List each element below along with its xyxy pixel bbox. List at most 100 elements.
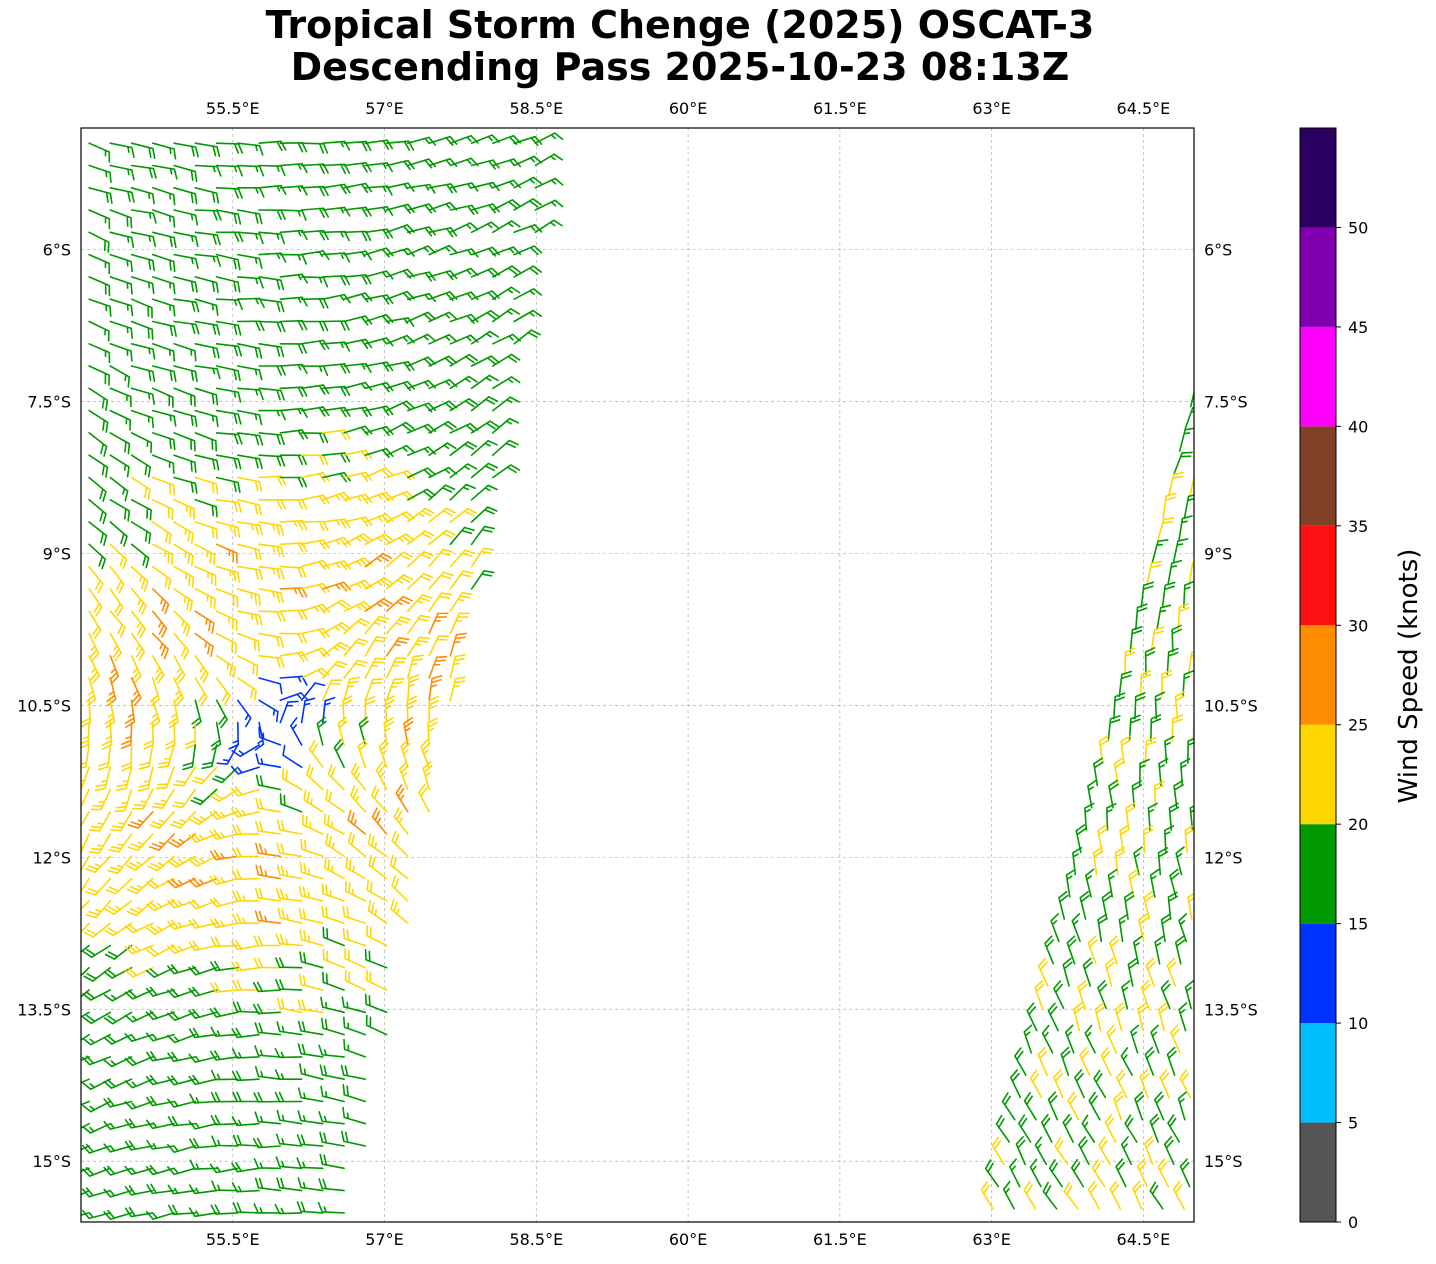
wind-barb-shape [513,224,543,234]
wind-barb [319,1153,345,1170]
wind-barb-shape [166,943,197,954]
wind-barb [231,1182,260,1193]
wind-barb [343,676,361,702]
wind-barb [132,788,154,810]
wind-barb-shape [344,948,367,969]
wind-barb-shape [124,966,154,978]
wind-barb-shape [1054,1136,1069,1166]
wind-barb [209,1163,239,1174]
wind-barb [470,484,498,501]
wind-barb [491,199,521,211]
wind-barb-shape [258,699,279,723]
wind-barb-shape [1018,1114,1032,1143]
wind-barb [343,638,369,657]
wind-barb-shape [194,276,219,294]
wind-barb [145,900,175,912]
wind-barb-shape [375,761,388,791]
wind-barb-shape [109,432,131,455]
wind-barb-shape [1079,1046,1091,1076]
wind-barb [124,699,136,729]
wind-barb [300,432,329,444]
wind-barb [364,678,384,702]
wind-barb-shape [173,409,198,428]
wind-barb-shape [188,940,218,952]
wind-barb [321,206,351,217]
wind-barb [252,981,282,993]
wind-barb [1166,1046,1177,1076]
wind-barb [1118,913,1129,943]
wind-barb [491,308,521,323]
wind-barb [88,387,109,411]
wind-barb-shape [470,525,495,546]
wind-barb-shape [1077,979,1088,1010]
wind-barb [215,521,241,538]
wind-barb-shape [327,764,345,791]
wind-barb-shape [1072,846,1083,876]
wind-barb-shape [173,342,197,362]
wind-barb-shape [232,869,260,881]
wind-barb-shape [152,409,177,427]
wind-barb [1134,1091,1145,1121]
wind-barb [406,695,418,724]
wind-barb [1156,517,1175,542]
wind-barb-shape [406,572,434,590]
colorbar-tick-label: 20 [1348,815,1368,834]
wind-barb-shape [428,695,440,724]
wind-barb [317,1201,345,1214]
wind-barb-shape [145,1119,175,1130]
wind-barb [173,365,198,382]
wind-barb-shape [215,432,243,445]
wind-barb [1084,1024,1096,1054]
wind-barb [189,1138,218,1149]
wind-barb [1050,913,1060,943]
wind-barb [340,1064,367,1080]
wind-barb-shape [1150,1024,1160,1054]
wind-barb-shape [258,454,286,467]
wind-barb-shape [428,548,454,568]
wind-barb-shape [321,560,352,571]
wind-barb-shape [1173,451,1193,475]
wind-barb-shape [88,610,102,639]
wind-barb-shape [232,979,260,991]
colorbar-bin [1300,1023,1336,1123]
wind-barb [1078,1136,1090,1166]
wind-barb-shape [385,533,415,546]
wind-barb [88,276,111,297]
wind-barb [385,159,415,171]
wind-barb-shape [321,406,351,418]
wind-barb [146,1095,175,1107]
wind-barb [81,721,90,750]
colorbar-bin [1300,326,1336,427]
wind-barb [124,966,154,978]
wind-barb-shape [1140,979,1151,1010]
wind-barb [385,203,415,214]
wind-barb [210,960,239,972]
wind-barb-shape [258,342,285,358]
wind-barb-shape [300,559,330,571]
wind-barb-shape [258,498,286,510]
wind-barb [1173,779,1184,809]
wind-barb-shape [1101,891,1113,920]
wind-barb-shape [406,136,437,146]
wind-barb [470,462,499,479]
wind-barb-shape [300,298,329,309]
wind-barb [109,320,134,339]
wind-barb-shape [279,253,308,265]
wind-barb-shape [253,1158,282,1170]
wind-barb-shape [124,1056,154,1067]
wind-barb-shape [232,1091,260,1103]
wind-barb [322,948,345,969]
wind-barb-shape [344,880,367,902]
wind-barb [109,365,131,388]
wind-barb-shape [428,355,458,367]
wind-barb-shape [115,766,133,791]
wind-barb [103,1165,133,1176]
wind-barb [1058,890,1069,920]
wind-barb-shape [81,944,90,960]
wind-barb [194,543,216,566]
wind-barb-shape [149,810,175,829]
wind-barb [173,342,197,362]
wind-barb-shape [109,610,126,638]
wind-barb [279,342,308,354]
wind-barb-shape [127,810,154,829]
